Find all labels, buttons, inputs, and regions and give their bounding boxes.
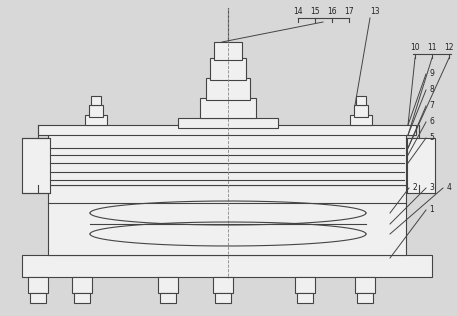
Bar (297, 293, 313, 303)
Text: 16: 16 (327, 8, 337, 16)
Bar (85, 115, 107, 125)
Text: 1: 1 (430, 205, 434, 215)
Bar (22, 138, 50, 193)
Text: 14: 14 (293, 8, 303, 16)
Text: 6: 6 (430, 118, 435, 126)
Text: 9: 9 (430, 70, 435, 78)
Bar (178, 118, 278, 128)
Bar (214, 42, 242, 60)
Text: 8: 8 (430, 86, 434, 94)
Bar (215, 293, 231, 303)
Bar (89, 105, 103, 117)
Bar (74, 293, 90, 303)
Bar (355, 277, 375, 293)
Bar (48, 185, 406, 255)
Bar (354, 105, 368, 117)
Text: 10: 10 (410, 44, 420, 52)
Bar (48, 130, 406, 185)
Bar (206, 78, 250, 100)
Text: 17: 17 (344, 8, 354, 16)
Text: 3: 3 (430, 184, 435, 192)
Bar (350, 115, 372, 125)
Bar (407, 138, 435, 193)
Text: 11: 11 (427, 44, 437, 52)
Bar (357, 293, 373, 303)
Text: 5: 5 (430, 133, 435, 143)
Bar (160, 293, 176, 303)
Text: 15: 15 (310, 8, 320, 16)
Bar (72, 277, 92, 293)
Text: 7: 7 (430, 101, 435, 111)
Bar (38, 125, 416, 135)
Text: 13: 13 (370, 8, 380, 16)
Bar (28, 277, 48, 293)
Bar (210, 58, 246, 80)
Text: 12: 12 (444, 44, 454, 52)
Bar (158, 277, 178, 293)
Bar (356, 96, 366, 105)
Bar (213, 277, 233, 293)
Bar (91, 96, 101, 105)
Bar (30, 293, 46, 303)
Text: 2: 2 (413, 184, 417, 192)
Bar (295, 277, 315, 293)
Bar (200, 98, 256, 118)
Text: 4: 4 (446, 184, 452, 192)
Bar (22, 255, 432, 277)
